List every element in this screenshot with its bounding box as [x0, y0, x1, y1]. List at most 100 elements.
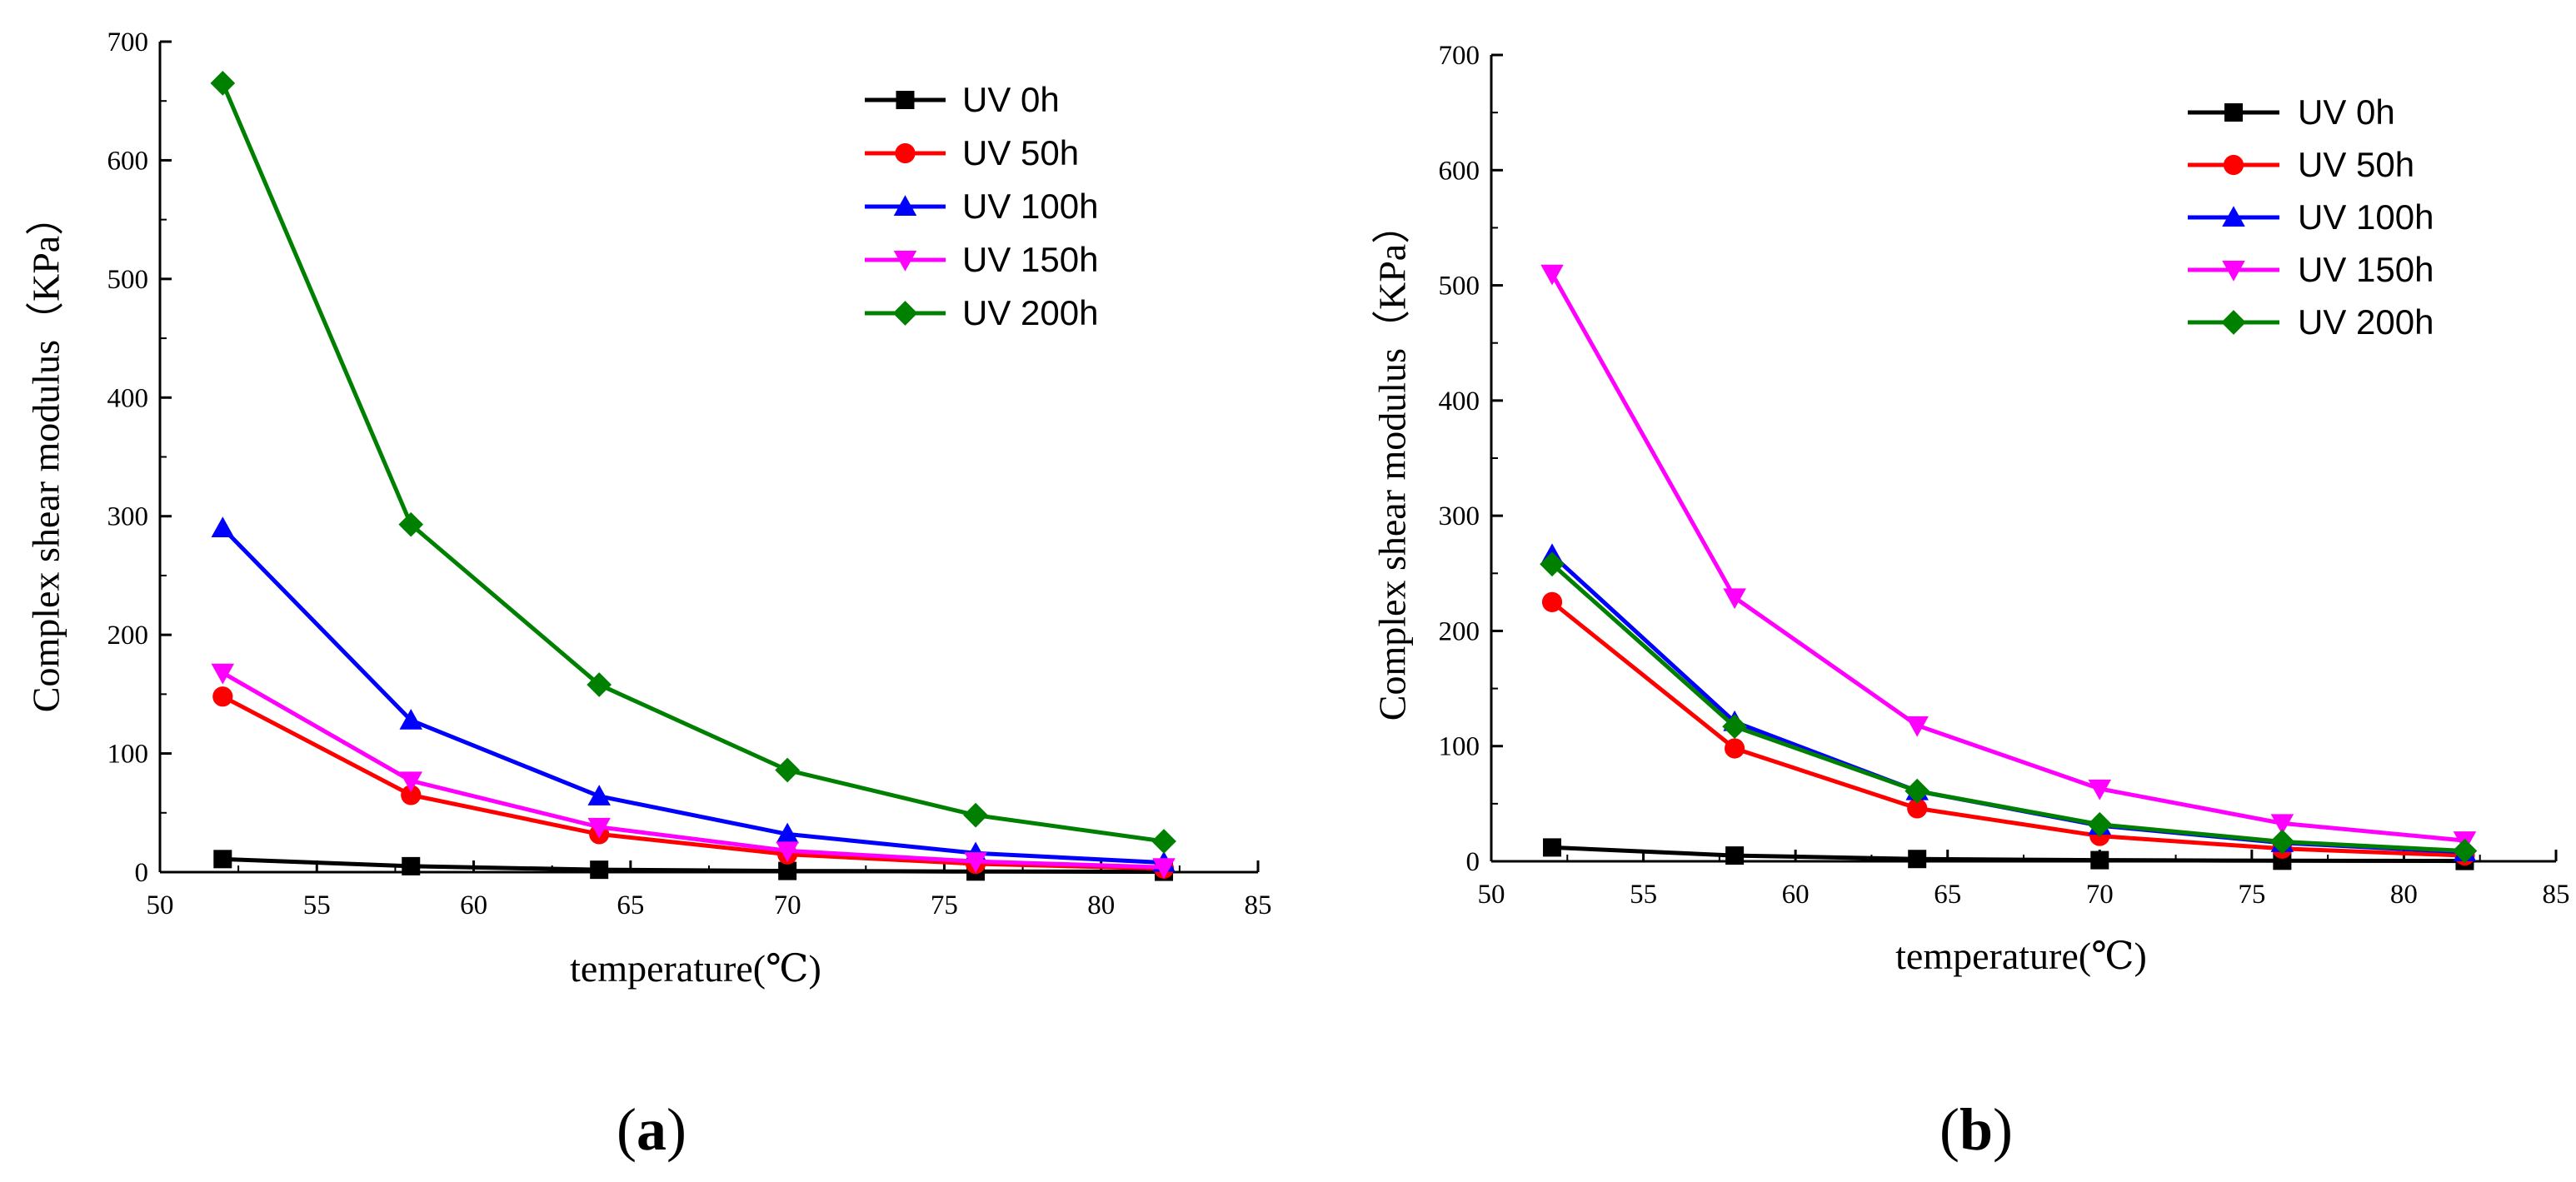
legend-label: UV 200h — [2298, 302, 2434, 342]
data-point — [963, 802, 988, 828]
data-point — [776, 822, 799, 844]
data-point — [1151, 829, 1176, 854]
series-uv-200h — [1540, 551, 2478, 864]
x-tick-label: 80 — [2390, 880, 2418, 910]
series-uv-200h — [210, 71, 1176, 854]
data-point — [1725, 738, 1745, 759]
data-point — [778, 861, 797, 880]
data-point — [2088, 779, 2112, 800]
y-tick-label: 300 — [107, 502, 149, 532]
x-axis-title: temperature(℃) — [570, 947, 821, 990]
data-point — [775, 757, 800, 783]
x-tick-label: 70 — [2086, 880, 2114, 910]
series-line — [1550, 562, 2465, 854]
y-tick-label: 500 — [1439, 272, 1480, 302]
x-tick-label: 85 — [2543, 880, 2570, 910]
legend-label: UV 150h — [962, 240, 1098, 279]
legend: UV 0h UV 50h UV 100h UV 150h UV 200h — [2188, 92, 2434, 342]
legend-marker — [2221, 310, 2246, 335]
y-tick-label: 300 — [1439, 501, 1480, 531]
y-tick-label: 600 — [1439, 156, 1480, 186]
panel-label-letter: a — [637, 1096, 666, 1163]
data-point — [2090, 850, 2109, 870]
panel-label-letter: b — [1959, 1096, 1993, 1163]
data-point — [211, 663, 235, 685]
legend-entry: UV 100h — [2188, 197, 2434, 237]
y-tick-label: 200 — [107, 621, 149, 651]
data-point — [211, 516, 235, 537]
chart-panel-b: 0 100 200 300 400 500 600 700 50 55 60 65 70 75 80 85 U… — [1371, 41, 2570, 977]
data-point — [776, 841, 799, 863]
legend-marker — [895, 142, 916, 164]
data-point — [402, 856, 421, 875]
series-line — [222, 671, 1165, 870]
legend-marker — [892, 301, 918, 326]
legend-entry: UV 150h — [2188, 250, 2434, 289]
data-point — [1152, 858, 1176, 880]
legend-entry: UV 200h — [2188, 302, 2434, 342]
legend-marker — [2223, 154, 2244, 176]
y-tick-label: 400 — [1439, 387, 1480, 416]
axes: 0 100 200 300 400 500 600 700 50 55 60 65 70 75 80 85 — [107, 27, 1272, 920]
series-group — [210, 71, 1176, 881]
legend-label: UV 100h — [2298, 197, 2434, 237]
data-point — [587, 785, 611, 805]
legend-entry: UV 100h — [865, 187, 1098, 226]
x-tick-label: 55 — [303, 890, 331, 920]
data-point — [1908, 850, 1927, 869]
data-point — [1725, 846, 1745, 865]
series-uv-0h — [1543, 838, 2474, 870]
legend-marker — [893, 195, 917, 216]
x-tick-label: 85 — [1245, 890, 1272, 920]
y-axis-title: Complex shear modulus（KPa） — [1371, 206, 1414, 721]
legend-label: UV 100h — [962, 187, 1098, 226]
series-line — [1551, 845, 2465, 864]
legend-marker — [2224, 103, 2243, 122]
legend-label: UV 50h — [962, 133, 1079, 172]
x-axis-title: temperature(℃) — [1895, 935, 2147, 977]
y-tick-label: 0 — [1466, 847, 1480, 877]
chart-panel-a: 0 100 200 300 400 500 600 700 50 55 60 65 70 75 80 85 U… — [25, 27, 1272, 990]
data-point — [2270, 814, 2294, 835]
data-point — [1723, 588, 1746, 610]
panel-label-a: (a) — [617, 1096, 686, 1163]
y-tick-label: 100 — [1439, 732, 1480, 762]
legend-entry: UV 50h — [2188, 145, 2414, 184]
x-tick-label: 80 — [1087, 890, 1115, 920]
legend-entry: UV 0h — [2188, 92, 2395, 132]
data-point — [964, 852, 987, 873]
x-tick-label: 75 — [931, 890, 958, 920]
data-point — [2452, 838, 2478, 864]
y-axis-title: Complex shear modulus（KPa） — [25, 197, 67, 712]
legend-marker — [2222, 261, 2245, 282]
series-line — [222, 856, 1165, 875]
data-point — [210, 71, 236, 96]
legend-label: UV 200h — [962, 293, 1098, 332]
x-tick-label: 65 — [617, 890, 644, 920]
data-point — [213, 850, 232, 869]
legend-entry: UV 150h — [865, 240, 1098, 279]
data-point — [399, 708, 423, 730]
y-tick-label: 400 — [107, 383, 149, 413]
series-uv-150h — [211, 663, 1176, 880]
legend-marker — [893, 251, 917, 272]
y-tick-label: 100 — [107, 740, 149, 770]
panel-label-b: (b) — [1939, 1096, 2013, 1163]
y-tick-label: 200 — [1439, 616, 1480, 646]
data-point — [1905, 778, 1930, 804]
legend-entry: UV 0h — [865, 80, 1060, 119]
x-tick-label: 60 — [460, 890, 487, 920]
x-tick-label: 55 — [1630, 880, 1657, 910]
panel-label-open: ( — [1939, 1096, 1959, 1163]
data-point — [1905, 716, 1929, 737]
data-point — [590, 860, 609, 880]
data-point — [1541, 591, 1563, 612]
legend-label: UV 150h — [2298, 250, 2434, 289]
panel-label-close: ) — [666, 1096, 686, 1163]
series-line — [221, 526, 1165, 865]
legend-label: UV 50h — [2298, 145, 2414, 184]
series-line — [221, 82, 1165, 844]
legend-marker — [2222, 206, 2245, 227]
